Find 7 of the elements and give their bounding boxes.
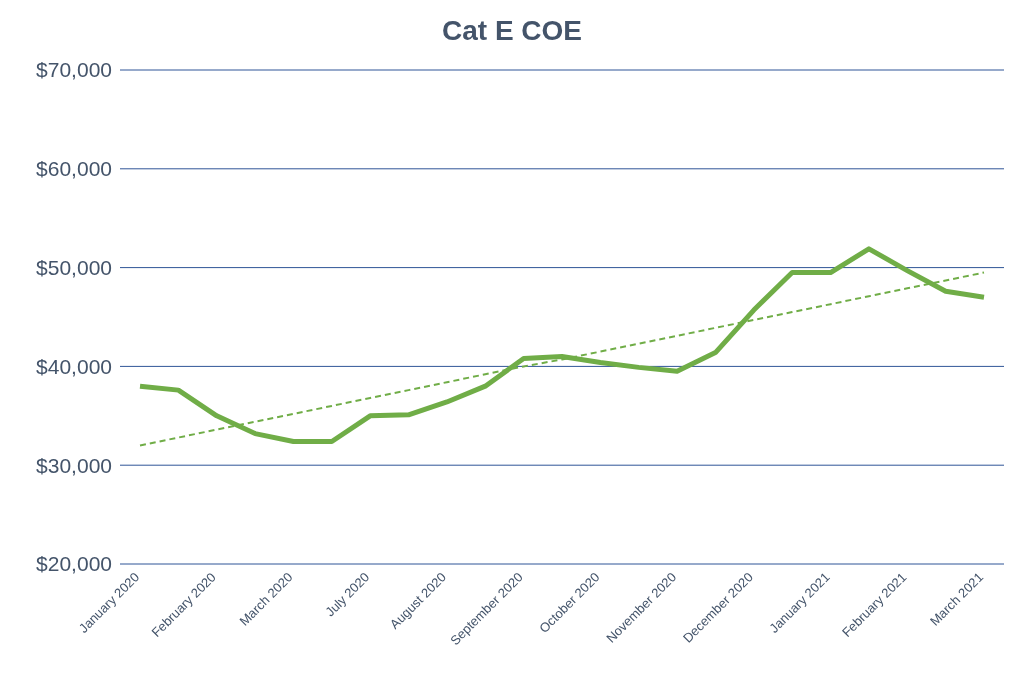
y-tick-label: $50,000 (36, 256, 112, 280)
chart-title: Cat E COE (441, 14, 583, 48)
y-tick-label: $20,000 (36, 552, 112, 576)
y-tick-label: $70,000 (36, 58, 112, 82)
y-tick-label: $60,000 (36, 157, 112, 181)
y-tick-label: $40,000 (36, 354, 112, 378)
y-tick-label: $30,000 (36, 453, 112, 477)
